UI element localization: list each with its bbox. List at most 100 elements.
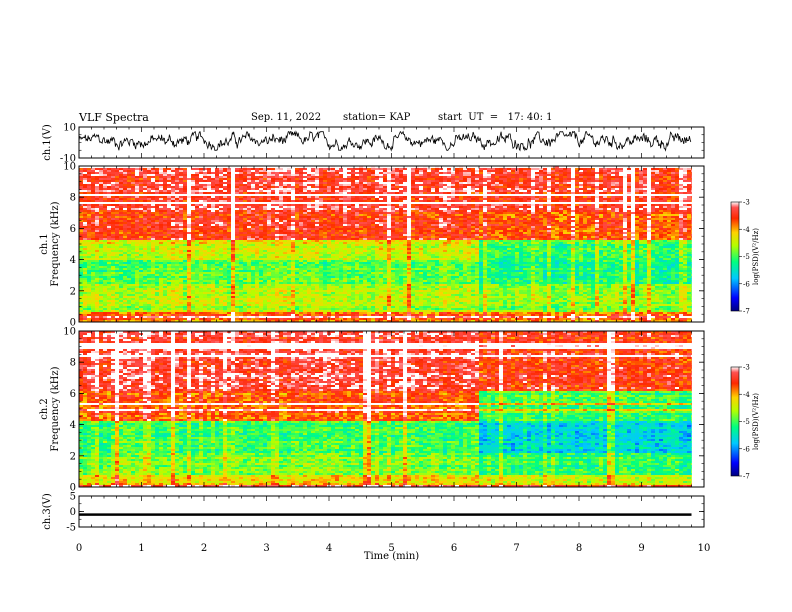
spectrogram-cell (679, 190, 684, 193)
spectrogram-cell (327, 192, 332, 195)
spectrogram-cell (219, 176, 224, 179)
spectrogram-cell (107, 210, 112, 213)
spectrogram-cell (483, 188, 488, 191)
spectrogram-cell (395, 200, 400, 203)
spectrogram-cell (275, 190, 280, 193)
spectrogram-cell (615, 166, 620, 169)
spectrogram-cell (655, 166, 660, 169)
spectrogram-cell (263, 184, 268, 187)
spectrogram-cell (491, 188, 496, 191)
spectrogram-cell (467, 208, 472, 211)
spectrogram-cell (487, 210, 492, 213)
spectrogram-cell (423, 180, 428, 183)
spectrogram-cell (643, 168, 648, 171)
spectrogram-cell (507, 216, 512, 219)
spectrogram-cell (443, 196, 448, 199)
spectrogram-cell (231, 182, 236, 185)
spectrogram-cell (363, 226, 368, 229)
spectrogram-cell (351, 206, 356, 209)
spectrogram-cell (651, 196, 656, 199)
spectrogram-cell (191, 184, 196, 187)
spectrogram-cell (275, 226, 280, 229)
spectrogram-cell (259, 166, 264, 169)
spectrogram-cell (519, 212, 524, 215)
spectrogram-cell (527, 190, 532, 193)
spectrogram-cell (355, 208, 360, 211)
spectrogram-cell (187, 210, 192, 213)
spectrogram-cell (391, 206, 396, 209)
spectrogram-cell (615, 200, 620, 203)
spectrogram-cell (375, 208, 380, 211)
spectrogram-cell (599, 224, 604, 227)
spectrogram-cell (531, 166, 536, 169)
spectrogram-cell (439, 224, 444, 227)
spectrogram-cell (319, 178, 324, 181)
spectrogram-cell (679, 194, 684, 197)
spectrogram-cell (255, 200, 260, 203)
spectrogram-cell (571, 214, 576, 217)
spectrogram-cell (571, 220, 576, 223)
spectrogram-cell (283, 192, 288, 195)
spectrogram-cell (551, 200, 556, 203)
spectrogram-cell (619, 170, 624, 173)
spectrogram-cell (107, 226, 112, 229)
spectrogram-cell (631, 200, 636, 203)
spectrogram-cell (231, 222, 236, 225)
spectrogram-cell (523, 226, 528, 229)
spectrogram-cell (271, 186, 276, 189)
spectrogram-cell (383, 220, 388, 223)
spectrogram-cell (275, 210, 280, 213)
spectrogram-cell (383, 172, 388, 175)
spectrogram-cell (635, 184, 640, 187)
spectrogram-cell (335, 214, 340, 217)
spectrogram-cell (107, 196, 112, 199)
spectrogram-cell (151, 180, 156, 183)
spectrogram-cell (663, 170, 668, 173)
spectrogram-cell (331, 208, 336, 211)
spectrogram-cell (379, 180, 384, 183)
spectrogram-cell (163, 188, 168, 191)
spectrogram-cell (599, 218, 604, 221)
spectrogram-cell (303, 188, 308, 191)
spectrogram-cell (203, 168, 208, 171)
spectrogram-cell (671, 186, 676, 189)
spectrogram-cell (459, 220, 464, 223)
spectrogram-cell (303, 198, 308, 201)
spectrogram-cell (611, 204, 616, 207)
spectrogram-cell (219, 228, 224, 231)
spectrogram-cell (227, 198, 232, 201)
spectrogram-cell (543, 166, 548, 169)
spectrogram-cell (467, 178, 472, 181)
spectrogram-cell (127, 198, 132, 201)
spectrogram-cell (611, 186, 616, 189)
spectrogram-cell (431, 194, 436, 197)
spectrogram-cell (163, 202, 168, 205)
spectrogram-cell (207, 174, 212, 177)
spectrogram-cell (343, 166, 348, 169)
spectrogram-cell (411, 208, 416, 211)
spectrogram-cell (491, 186, 496, 189)
spectrogram-cell (279, 178, 284, 181)
spectrogram-cell (231, 176, 236, 179)
spectrogram-cell (211, 172, 216, 175)
spectrogram-cell (583, 216, 588, 219)
spectrogram-cell (495, 186, 500, 189)
spectrogram-cell (263, 176, 268, 179)
spectrogram-cell (583, 190, 588, 193)
spectrogram-cell (219, 188, 224, 191)
spectrogram-cell (539, 200, 544, 203)
spectrogram-cell (359, 178, 364, 181)
spectrogram-cell (691, 174, 692, 177)
spectrogram-cell (587, 216, 592, 219)
spectrogram-cell (551, 210, 556, 213)
spectrogram-cell (663, 174, 668, 177)
spectrogram-cell (643, 170, 648, 173)
spectrogram-cell (299, 174, 304, 177)
spectrogram-cell (395, 186, 400, 189)
spectrogram-cell (455, 226, 460, 229)
spectrogram-cell (659, 196, 664, 199)
spectrogram-cell (147, 168, 152, 171)
spectrogram-cell (199, 206, 204, 209)
spectrogram-cell (611, 202, 616, 205)
spectrogram-cell (495, 168, 500, 171)
